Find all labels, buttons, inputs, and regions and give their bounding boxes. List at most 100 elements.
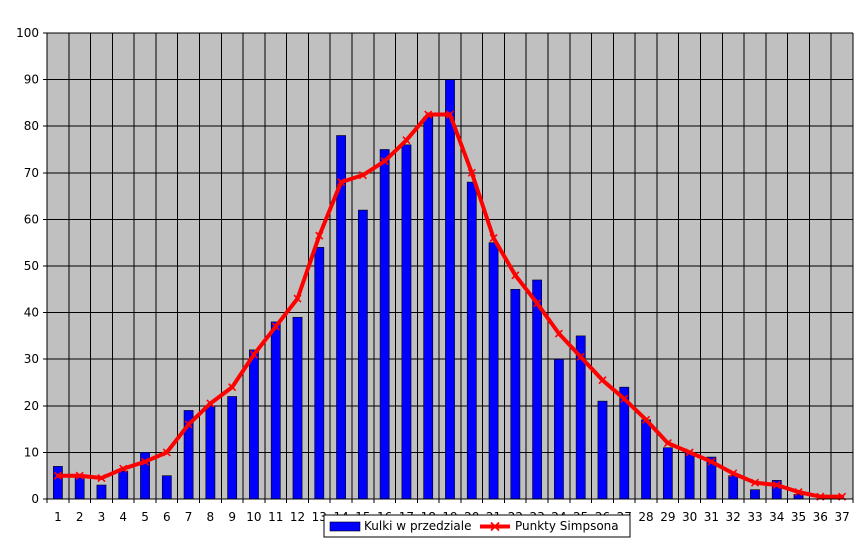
line-point-marker	[380, 157, 389, 166]
line-point-marker	[424, 110, 433, 119]
x-tick-label: 13	[312, 510, 327, 524]
bar	[532, 279, 543, 500]
bar	[249, 349, 259, 500]
bar	[53, 466, 63, 500]
x-tick-label: 11	[268, 510, 283, 524]
bar	[357, 209, 368, 500]
line-point-marker	[140, 457, 150, 466]
legend-bar-swatch	[329, 521, 361, 532]
line-point-marker	[162, 448, 171, 457]
bar	[662, 447, 673, 500]
bar	[488, 242, 499, 500]
bar	[401, 144, 412, 500]
bar	[161, 475, 172, 500]
line-point-marker	[467, 168, 476, 177]
line-point-marker	[53, 471, 62, 480]
axes	[43, 32, 854, 503]
x-tick-label: 6	[163, 510, 171, 524]
line-point-marker	[249, 350, 259, 359]
bar	[314, 247, 325, 500]
line-point-marker	[75, 471, 84, 480]
bar	[750, 489, 760, 500]
line-point-marker	[293, 294, 302, 303]
x-tick-label: 8	[207, 510, 215, 524]
x-tick-label: 33	[747, 510, 762, 524]
legend-box	[323, 514, 631, 538]
line-point-marker	[794, 487, 803, 497]
bar	[118, 470, 129, 500]
line-point-marker	[402, 136, 411, 145]
x-tick-label: 37	[834, 510, 849, 524]
bar	[445, 79, 455, 500]
y-tick-label: 90	[24, 73, 39, 87]
line-point-marker	[337, 178, 346, 187]
bar	[728, 475, 739, 500]
bar	[96, 484, 107, 500]
line-series	[53, 110, 847, 501]
bar	[270, 321, 281, 500]
x-tick-label: 7	[185, 510, 193, 524]
y-tick-label: 30	[24, 352, 39, 366]
line-point-marker	[707, 457, 716, 466]
x-tick-label: 35	[791, 510, 806, 524]
y-tick-label: 40	[24, 306, 39, 320]
bar	[597, 400, 608, 500]
line-point-marker	[119, 464, 128, 473]
y-tick-label: 100	[16, 26, 39, 40]
line-point-marker	[489, 233, 498, 243]
x-tick-label: 2	[76, 510, 84, 524]
x-tick-label: 12	[290, 510, 305, 524]
legend-label-bars: Kulki w przedziale	[364, 519, 472, 533]
bar	[423, 116, 434, 500]
line-point-marker	[358, 171, 367, 180]
line-point-marker	[554, 329, 563, 338]
line-point-marker	[315, 231, 324, 240]
legend-line-marker	[490, 521, 500, 532]
x-tick-label: 3	[98, 510, 106, 524]
x-tick-label: 30	[682, 510, 697, 524]
line-point-marker	[271, 322, 280, 331]
line-point-marker	[533, 299, 542, 308]
line-point-marker	[206, 399, 215, 408]
line-point-marker	[97, 473, 106, 483]
bar	[684, 452, 695, 500]
bar	[205, 405, 216, 500]
line-point-marker	[228, 383, 237, 392]
line-point-marker	[184, 420, 193, 429]
line-point-marker	[772, 480, 781, 490]
y-tick-label: 80	[24, 119, 39, 133]
bar	[641, 419, 651, 500]
x-tick-label: 5	[141, 510, 149, 524]
line-point-marker	[685, 448, 694, 457]
y-tick-label: 0	[31, 492, 39, 506]
y-tick-label: 60	[24, 212, 39, 226]
x-tick-label: 32	[726, 510, 741, 524]
y-tick-labels: 0 10 20 30 40 50 60 70 80 90 100	[16, 26, 39, 506]
bar	[379, 149, 390, 500]
x-tick-label: 29	[660, 510, 675, 524]
x-tick-label: 36	[813, 510, 828, 524]
bar-series	[53, 79, 804, 500]
line-point-marker	[511, 271, 520, 280]
bar	[554, 358, 564, 500]
line-point-marker	[620, 394, 629, 403]
y-tick-label: 70	[24, 166, 39, 180]
x-tick-label: 9	[228, 510, 236, 524]
legend: Kulki w przedziale Punkty Simpsona	[323, 514, 631, 538]
line-point-marker	[729, 469, 738, 478]
line-point-marker	[598, 376, 607, 385]
bar	[510, 288, 521, 500]
x-tick-label: 31	[704, 510, 719, 524]
line-point-marker	[750, 478, 760, 487]
y-tick-label: 20	[24, 399, 39, 413]
line-point-marker	[663, 439, 672, 448]
line-point-marker	[445, 110, 455, 119]
bar	[466, 181, 477, 500]
x-tick-label: 1	[54, 510, 62, 524]
legend-label-line: Punkty Simpsona	[515, 519, 619, 533]
y-tick-label: 50	[24, 259, 39, 273]
x-tick-label: 34	[769, 510, 784, 524]
line-point-marker	[576, 352, 585, 361]
x-tick-label: 28	[638, 510, 653, 524]
